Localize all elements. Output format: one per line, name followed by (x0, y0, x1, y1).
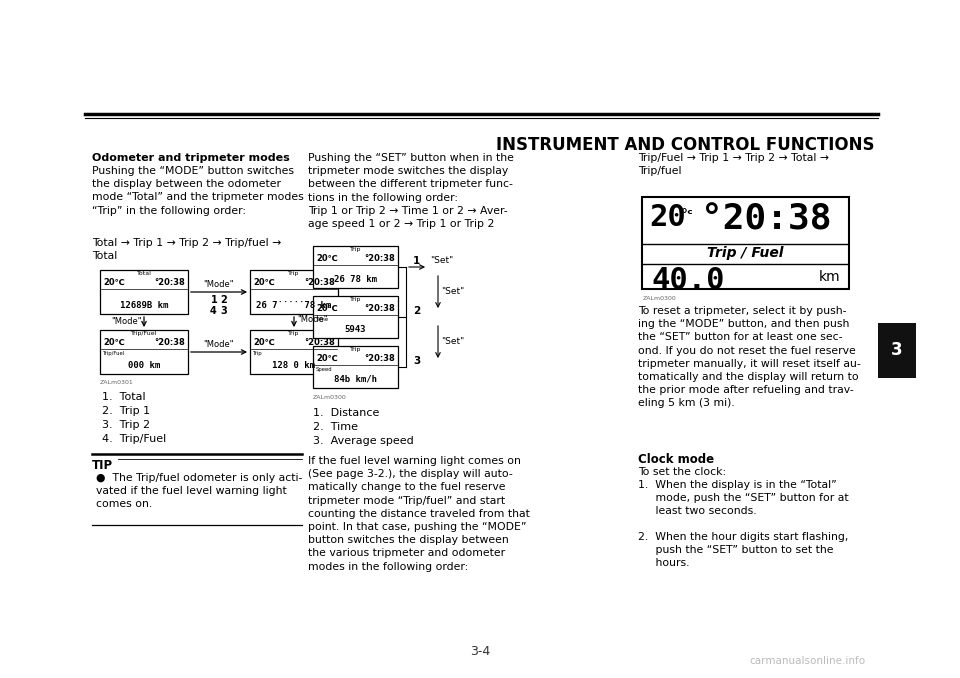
Text: 20℃: 20℃ (316, 354, 338, 363)
Text: 20℃: 20℃ (316, 304, 338, 313)
Text: 20℃: 20℃ (316, 254, 338, 263)
Text: "Mode": "Mode" (204, 280, 234, 289)
Text: 128 0 km: 128 0 km (273, 361, 316, 370)
Text: 40.0: 40.0 (651, 266, 725, 295)
Text: Trip / Fuel: Trip / Fuel (708, 246, 783, 260)
Text: 3: 3 (891, 341, 902, 359)
Text: Clock mode: Clock mode (638, 453, 714, 466)
Text: 4.  Trip/Fuel: 4. Trip/Fuel (102, 434, 166, 444)
Text: °20:38: °20:38 (364, 304, 395, 313)
Text: 20: 20 (649, 203, 685, 232)
Text: °20:38: °20:38 (701, 202, 831, 236)
Text: °20:38: °20:38 (304, 278, 335, 287)
Text: °20:38: °20:38 (364, 354, 395, 363)
Text: °20:38: °20:38 (155, 278, 185, 287)
Text: ●  The Trip/fuel odometer is only acti-
vated if the fuel level warning light
co: ● The Trip/fuel odometer is only acti- v… (96, 473, 302, 509)
Text: Time: Time (316, 317, 329, 322)
Text: Speed: Speed (316, 367, 332, 372)
Text: 12689B km: 12689B km (120, 301, 168, 310)
Text: Trip/Fuel: Trip/Fuel (131, 331, 157, 336)
Text: 1: 1 (210, 295, 217, 305)
Text: °20:38: °20:38 (364, 254, 395, 263)
FancyBboxPatch shape (313, 346, 398, 388)
Text: Trip: Trip (349, 247, 361, 252)
Text: °20:38: °20:38 (304, 338, 335, 347)
FancyBboxPatch shape (642, 197, 849, 289)
Text: 3.  Trip 2: 3. Trip 2 (102, 420, 150, 430)
FancyBboxPatch shape (250, 270, 338, 314)
Text: 26 78 km: 26 78 km (334, 275, 377, 284)
Text: 3: 3 (413, 356, 420, 366)
Text: "Set": "Set" (430, 256, 453, 265)
Text: 2.  Trip 1: 2. Trip 1 (102, 406, 150, 416)
Text: 20℃: 20℃ (253, 278, 275, 287)
Text: Total: Total (136, 271, 152, 276)
Text: Total → Trip 1 → Trip 2 → Trip/fuel →
Total: Total → Trip 1 → Trip 2 → Trip/fuel → To… (92, 238, 281, 261)
Text: Trip: Trip (253, 351, 263, 356)
Text: 26 7̇̇̇̇̇78 km: 26 7̇̇̇̇̇78 km (256, 301, 331, 310)
Text: Trip/Fuel → Trip 1 → Trip 2 → Total →
Trip/fuel: Trip/Fuel → Trip 1 → Trip 2 → Total → Tr… (638, 153, 829, 176)
Text: 2: 2 (413, 306, 420, 316)
Text: "Set": "Set" (441, 287, 465, 296)
Text: To set the clock:: To set the clock: (638, 467, 726, 477)
Text: 3: 3 (221, 306, 228, 316)
Text: Trip: Trip (349, 297, 361, 302)
FancyBboxPatch shape (100, 270, 188, 314)
Text: 2: 2 (221, 295, 228, 305)
Text: Trip: Trip (288, 271, 300, 276)
Text: TIP: TIP (92, 459, 113, 472)
Text: Pushing the “SET” button when in the
tripmeter mode switches the display
between: Pushing the “SET” button when in the tri… (308, 153, 514, 229)
Text: 84b km/h: 84b km/h (334, 375, 377, 384)
Text: carmanualsonline.info: carmanualsonline.info (749, 656, 865, 666)
Text: 1.  Total: 1. Total (102, 392, 146, 402)
Text: Trip: Trip (349, 347, 361, 352)
Text: ZALm0300: ZALm0300 (313, 395, 347, 400)
Text: °20:38: °20:38 (155, 338, 185, 347)
Text: 1: 1 (413, 256, 420, 266)
Text: INSTRUMENT AND CONTROL FUNCTIONS: INSTRUMENT AND CONTROL FUNCTIONS (496, 136, 875, 154)
Text: 5943: 5943 (345, 325, 367, 334)
Text: Trip: Trip (288, 331, 300, 336)
Text: Pushing the “MODE” button switches
the display between the odometer
mode “Total”: Pushing the “MODE” button switches the d… (92, 166, 303, 216)
Text: °ᶜ: °ᶜ (681, 208, 694, 222)
FancyBboxPatch shape (100, 330, 188, 374)
Text: 20℃: 20℃ (103, 338, 125, 347)
Text: 2.  Time: 2. Time (313, 422, 358, 432)
FancyBboxPatch shape (250, 330, 338, 374)
Text: "Set": "Set" (441, 338, 465, 346)
Text: 3-4: 3-4 (469, 645, 491, 658)
Text: 1.  Distance: 1. Distance (313, 408, 379, 418)
Text: Odometer and tripmeter modes: Odometer and tripmeter modes (92, 153, 290, 163)
Text: 20℃: 20℃ (253, 338, 275, 347)
Text: "Mode": "Mode" (297, 315, 327, 325)
Text: 3.  Average speed: 3. Average speed (313, 436, 414, 446)
Text: km: km (818, 270, 840, 284)
Text: To reset a tripmeter, select it by push-
ing the “MODE” button, and then push
th: To reset a tripmeter, select it by push-… (638, 306, 861, 408)
Text: Trip/Fuel: Trip/Fuel (103, 351, 125, 356)
Text: 1.  When the display is in the “Total”
     mode, push the “SET” button for at
 : 1. When the display is in the “Total” mo… (638, 480, 849, 517)
Text: ZALm0300: ZALm0300 (643, 296, 677, 301)
Text: ZALm0301: ZALm0301 (100, 380, 133, 385)
Text: 4: 4 (209, 306, 216, 316)
FancyBboxPatch shape (313, 246, 398, 288)
Text: 2.  When the hour digits start flashing,
     push the “SET” button to set the
 : 2. When the hour digits start flashing, … (638, 532, 849, 568)
Text: "Mode": "Mode" (110, 317, 141, 327)
FancyBboxPatch shape (313, 296, 398, 338)
FancyBboxPatch shape (878, 323, 916, 378)
Text: 20℃: 20℃ (103, 278, 125, 287)
Text: 000 km: 000 km (128, 361, 160, 370)
Text: If the fuel level warning light comes on
(See page 3-2.), the display will auto-: If the fuel level warning light comes on… (308, 456, 530, 572)
Text: "Mode": "Mode" (204, 340, 234, 349)
